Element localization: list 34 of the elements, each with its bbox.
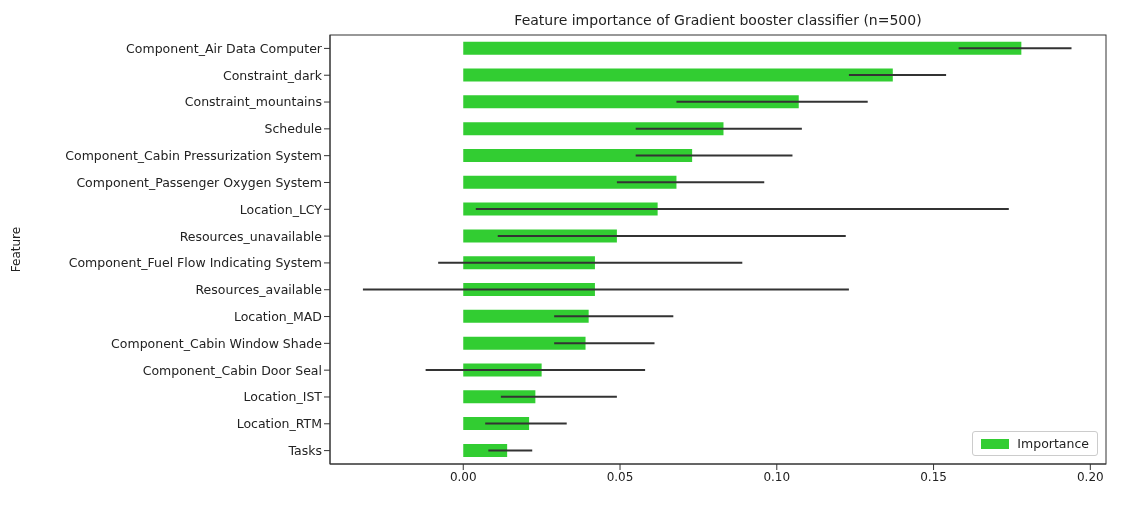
bar — [463, 443, 508, 457]
y-tick-label: Component_Cabin Pressurization System — [65, 148, 322, 164]
bar — [463, 122, 724, 136]
y-tick-label: Constraint_mountains — [184, 94, 322, 110]
y-tick-label: Schedule — [264, 121, 323, 137]
y-tick-label: Location_LCY — [239, 201, 323, 217]
bar — [463, 68, 893, 82]
x-tick-label: 0.15 — [920, 469, 947, 484]
y-tick-label: Component_Cabin Window Shade — [111, 335, 323, 351]
bar — [463, 148, 693, 162]
y-axis-title: Feature — [9, 226, 24, 273]
x-tick-label: 0.00 — [449, 469, 477, 484]
x-tick-label: 0.20 — [1076, 469, 1104, 484]
y-tick-label: Component_Cabin Door Seal — [142, 362, 322, 378]
bar — [463, 175, 677, 189]
y-tick-label: Location_RTM — [236, 416, 322, 432]
bar — [463, 95, 799, 109]
y-tick-label: Tasks — [287, 443, 322, 459]
y-tick-label: Component_Fuel Flow Indicating System — [68, 255, 322, 271]
y-tick-label: Component_Passenger Oxygen System — [76, 174, 322, 190]
y-tick-label: Component_Air Data Computer — [126, 40, 323, 56]
y-tick-label: Resources_unavailable — [179, 228, 323, 244]
x-tick-label: 0.10 — [763, 469, 791, 484]
y-tick-label: Location_MAD — [233, 308, 322, 324]
legend-label: Importance — [1017, 436, 1089, 451]
y-tick-label: Resources_available — [195, 282, 323, 298]
bar — [463, 336, 586, 350]
y-tick-label: Location_IST — [243, 389, 323, 405]
bar — [463, 309, 589, 323]
x-tick-label: 0.05 — [606, 469, 634, 484]
y-tick-label: Constraint_dark — [222, 67, 323, 83]
bar — [463, 41, 1022, 55]
bar — [463, 390, 536, 404]
chart-title: Feature importance of Gradient booster classifier (n=500) — [513, 12, 923, 28]
